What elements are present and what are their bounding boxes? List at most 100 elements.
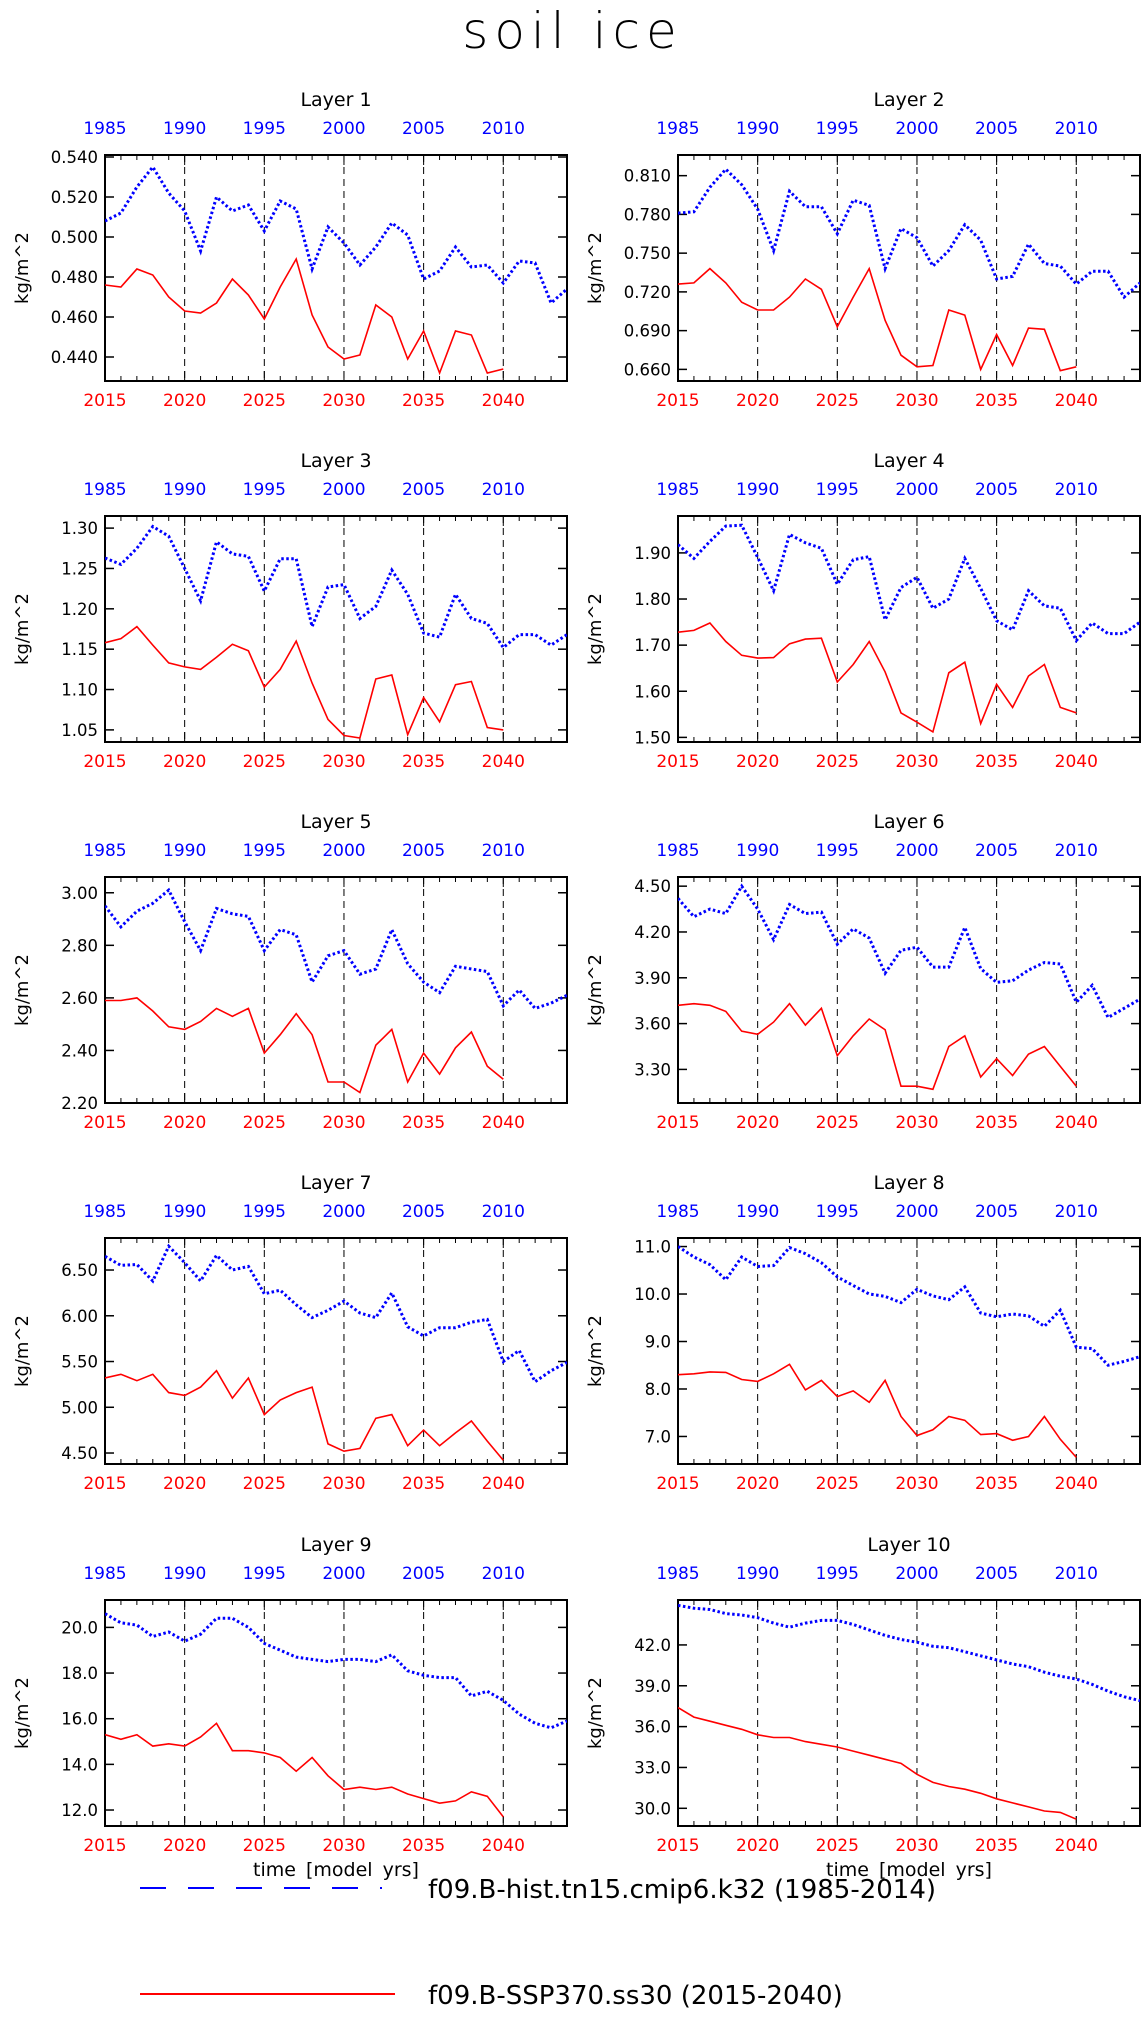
x-tick-label-bottom: 2030 [322, 1113, 365, 1133]
y-axis-label: kg/m^2 [585, 1315, 606, 1387]
x-tick-label-bottom: 2035 [975, 391, 1018, 411]
x-tick-label-top: 1990 [736, 480, 779, 500]
plot-frame [677, 154, 1141, 382]
y-tick-label: 30.0 [634, 1799, 671, 1818]
x-tick-label-top: 1995 [816, 480, 859, 500]
y-tick-label: 0.500 [51, 228, 98, 247]
x-tick-label-bottom: 2035 [975, 1113, 1018, 1133]
x-axis-label: time [model yrs] [253, 1859, 419, 1881]
y-axis-label: kg/m^2 [12, 954, 33, 1026]
x-tick-label-bottom: 2030 [322, 391, 365, 411]
chart-title: Layer 7 [300, 1172, 371, 1194]
plot-frame [104, 154, 568, 382]
plot-frame [104, 876, 568, 1104]
x-tick-label-top: 1990 [163, 1564, 206, 1584]
x-tick-label-bottom: 2030 [895, 1113, 938, 1133]
x-tick-label-top: 1990 [163, 480, 206, 500]
x-tick-label-top: 1990 [736, 1202, 779, 1222]
series-hist-line [678, 1603, 1140, 1703]
plot-frame [677, 1237, 1141, 1465]
x-tick-label-bottom: 2030 [322, 1474, 365, 1494]
y-axis-label: kg/m^2 [585, 232, 606, 304]
x-tick-label-bottom: 2030 [895, 752, 938, 772]
x-tick-label-top: 2005 [402, 841, 445, 861]
y-tick-label: 14.0 [61, 1755, 98, 1774]
x-tick-label-top: 1990 [163, 1202, 206, 1222]
x-tick-label-bottom: 2020 [736, 1113, 779, 1133]
series-hist-line [105, 164, 567, 306]
y-tick-label: 0.460 [51, 308, 98, 327]
y-tick-label: 1.05 [61, 721, 98, 740]
x-tick-label-top: 1995 [243, 1202, 286, 1222]
series-hist-line [678, 1245, 1140, 1367]
y-tick-label: 3.00 [61, 884, 98, 903]
chart-title: Layer 3 [300, 450, 371, 472]
x-tick-label-top: 2005 [402, 1564, 445, 1584]
x-tick-label-top: 1990 [736, 841, 779, 861]
y-tick-label: 1.30 [61, 519, 98, 538]
x-tick-label-top: 1990 [736, 119, 779, 139]
y-tick-label: 3.30 [634, 1060, 671, 1079]
x-tick-label-bottom: 2040 [1055, 1836, 1098, 1856]
x-tick-label-bottom: 2035 [402, 1836, 445, 1856]
x-tick-label-bottom: 2025 [816, 752, 859, 772]
x-axis-label: time [model yrs] [826, 1859, 992, 1881]
y-tick-label: 3.90 [634, 969, 671, 988]
x-tick-label-bottom: 2040 [482, 752, 525, 772]
series-hist-line [105, 524, 567, 650]
x-tick-label-bottom: 2040 [1055, 752, 1098, 772]
x-tick-label-bottom: 2015 [83, 1113, 126, 1133]
x-tick-label-bottom: 2035 [402, 391, 445, 411]
x-tick-label-top: 2010 [482, 119, 525, 139]
y-tick-label: 0.480 [51, 268, 98, 287]
series-ssp-line [678, 266, 1077, 372]
x-tick-label-bottom: 2025 [816, 1474, 859, 1494]
chart-panel-1: Layer 1 0.440 0.460 0.480 0.500 0.520 0.540 201… [12, 89, 568, 411]
series-ssp-line [105, 625, 504, 739]
x-tick-label-bottom: 2040 [482, 391, 525, 411]
x-tick-label-top: 2005 [975, 841, 1018, 861]
x-tick-label-top: 2010 [1055, 1564, 1098, 1584]
y-tick-label: 2.20 [61, 1094, 98, 1113]
series-ssp-line [105, 1722, 504, 1818]
x-tick-label-top: 2005 [402, 480, 445, 500]
y-tick-label: 0.780 [624, 205, 671, 224]
y-tick-label: 5.50 [61, 1353, 98, 1372]
x-tick-label-top: 2005 [975, 119, 1018, 139]
y-tick-label: 4.50 [61, 1444, 98, 1463]
x-tick-label-bottom: 2020 [736, 1474, 779, 1494]
x-tick-label-top: 1985 [83, 841, 126, 861]
chart-panel-7: Layer 7 4.50 5.00 5.50 6.00 6.50 2015 2020 2025 2… [12, 1172, 568, 1494]
x-tick-label-top: 2010 [1055, 480, 1098, 500]
y-axis-label: kg/m^2 [585, 593, 606, 665]
chart-title: Layer 5 [300, 811, 371, 833]
chart-title: Layer 10 [867, 1534, 950, 1556]
x-tick-label-top: 2010 [482, 1202, 525, 1222]
x-tick-label-bottom: 2020 [163, 752, 206, 772]
x-tick-label-bottom: 2030 [322, 752, 365, 772]
x-tick-label-top: 1985 [83, 1202, 126, 1222]
x-tick-label-bottom: 2015 [656, 391, 699, 411]
y-tick-label: 0.520 [51, 188, 98, 207]
series-ssp-line [678, 1363, 1077, 1458]
x-tick-label-top: 2000 [895, 119, 938, 139]
x-tick-label-bottom: 2040 [482, 1836, 525, 1856]
x-tick-label-bottom: 2040 [1055, 391, 1098, 411]
y-tick-label: 1.25 [61, 559, 98, 578]
y-tick-label: 42.0 [634, 1636, 671, 1655]
y-tick-label: 20.0 [61, 1618, 98, 1637]
plot-frame [677, 515, 1141, 743]
x-tick-label-top: 2005 [402, 1202, 445, 1222]
legend-ssp-label: f09.B-SSP370.ss30 (2015-2040) [428, 1981, 843, 2011]
chart-title: Layer 1 [300, 89, 371, 111]
x-tick-label-top: 1995 [816, 1564, 859, 1584]
y-axis-label: kg/m^2 [585, 1677, 606, 1749]
y-tick-label: 2.60 [61, 989, 98, 1008]
x-tick-label-bottom: 2025 [243, 1474, 286, 1494]
x-tick-label-top: 1985 [83, 1564, 126, 1584]
series-hist-line [678, 883, 1140, 1020]
y-tick-label: 0.540 [51, 148, 98, 167]
x-tick-label-top: 1985 [656, 841, 699, 861]
y-tick-label: 33.0 [634, 1758, 671, 1777]
x-tick-label-bottom: 2015 [656, 1836, 699, 1856]
